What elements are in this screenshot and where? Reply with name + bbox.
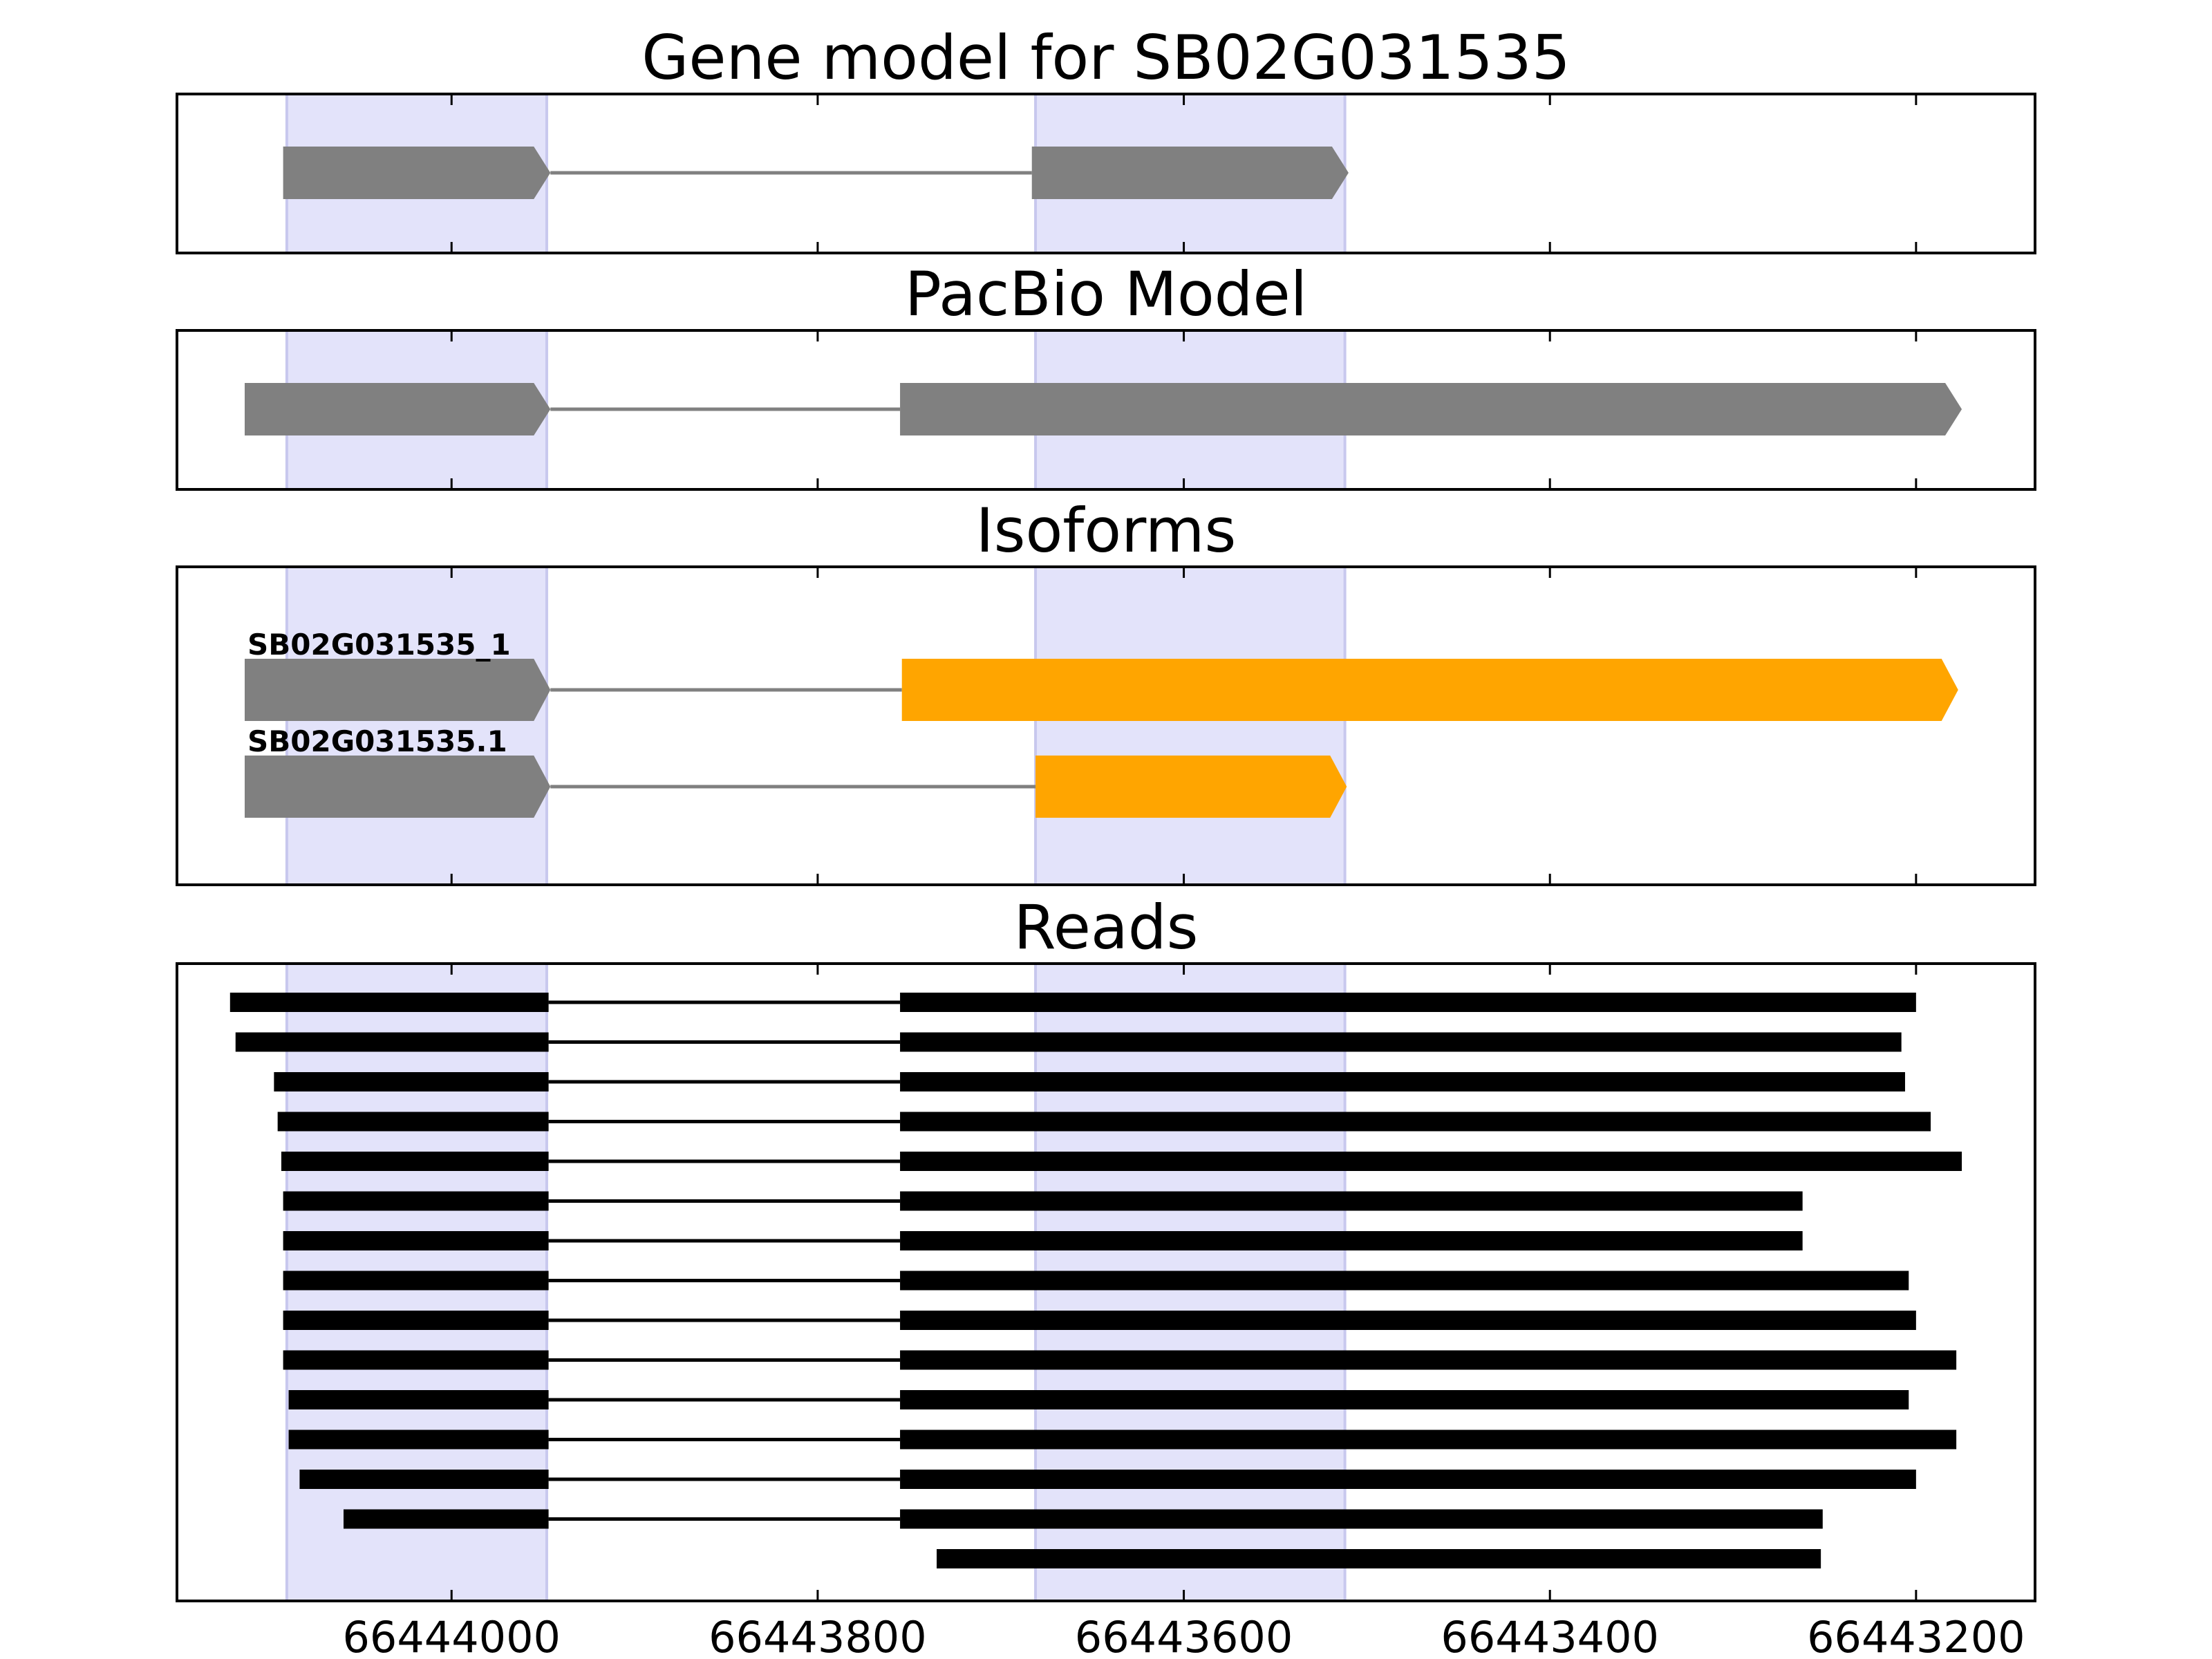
read-block xyxy=(283,1311,549,1330)
isoforms-title: Isoforms xyxy=(976,495,1237,566)
pacbio-model-panel: PacBio Model xyxy=(176,259,2036,491)
reads-frame xyxy=(176,962,2036,1602)
read-block xyxy=(900,993,1916,1012)
read-block xyxy=(283,1191,549,1211)
model-exon xyxy=(244,756,551,818)
isoform-label: SB02G031535.1 xyxy=(247,724,507,758)
isoform-exon xyxy=(901,659,1958,721)
read-block xyxy=(900,1311,1916,1330)
isoform-exon xyxy=(1035,756,1347,818)
read-block xyxy=(900,1390,1909,1409)
read-block xyxy=(900,1271,1909,1291)
read-block xyxy=(288,1390,549,1409)
model-exon xyxy=(283,147,551,199)
read-block xyxy=(235,1032,549,1052)
read-block xyxy=(277,1112,549,1132)
model-exon xyxy=(244,659,551,721)
pacbio-model-frame xyxy=(176,329,2036,491)
isoform-label: SB02G031535_1 xyxy=(247,628,511,662)
highlight-region xyxy=(285,565,548,886)
read-block xyxy=(900,1509,1823,1529)
x-tick-label: 66444000 xyxy=(342,1612,561,1659)
read-block xyxy=(900,1350,1957,1370)
read-block xyxy=(900,1191,1803,1211)
highlight-region xyxy=(1034,565,1347,886)
read-block xyxy=(288,1430,549,1450)
read-block xyxy=(900,1152,1962,1171)
read-block xyxy=(283,1350,549,1370)
x-tick-label: 66443800 xyxy=(709,1612,927,1659)
read-block xyxy=(299,1470,549,1489)
pacbio-model-title: PacBio Model xyxy=(905,259,1307,330)
model-exon xyxy=(244,383,551,435)
model-exon xyxy=(1031,147,1349,199)
read-block xyxy=(900,1231,1803,1250)
read-block xyxy=(900,1112,1931,1132)
x-tick-label: 66443400 xyxy=(1441,1612,1659,1659)
read-block xyxy=(283,1271,549,1291)
read-block xyxy=(343,1509,549,1529)
read-block xyxy=(900,1032,1902,1052)
x-tick-label: 66443600 xyxy=(1075,1612,1293,1659)
read-block xyxy=(937,1549,1821,1568)
gene-model-panel: Gene model for SB02G031535 xyxy=(176,22,2036,254)
gene-model-frame xyxy=(176,93,2036,254)
read-block xyxy=(900,1072,1905,1091)
read-block xyxy=(900,1430,1957,1450)
reads-title: Reads xyxy=(1014,892,1199,963)
gene-model-title: Gene model for SB02G031535 xyxy=(641,22,1571,93)
read-block xyxy=(274,1072,549,1091)
read-block xyxy=(281,1152,549,1171)
read-block xyxy=(229,993,549,1012)
isoforms-panel: Isoforms SB02G031535_1 SB02G031535.1 xyxy=(176,495,2036,886)
read-block xyxy=(900,1470,1916,1489)
isoforms-frame xyxy=(176,565,2036,886)
model-exon xyxy=(900,383,1962,435)
read-block xyxy=(283,1231,549,1250)
reads-panel: Reads xyxy=(176,892,2036,1602)
x-tick-label: 66443200 xyxy=(1807,1612,2025,1659)
